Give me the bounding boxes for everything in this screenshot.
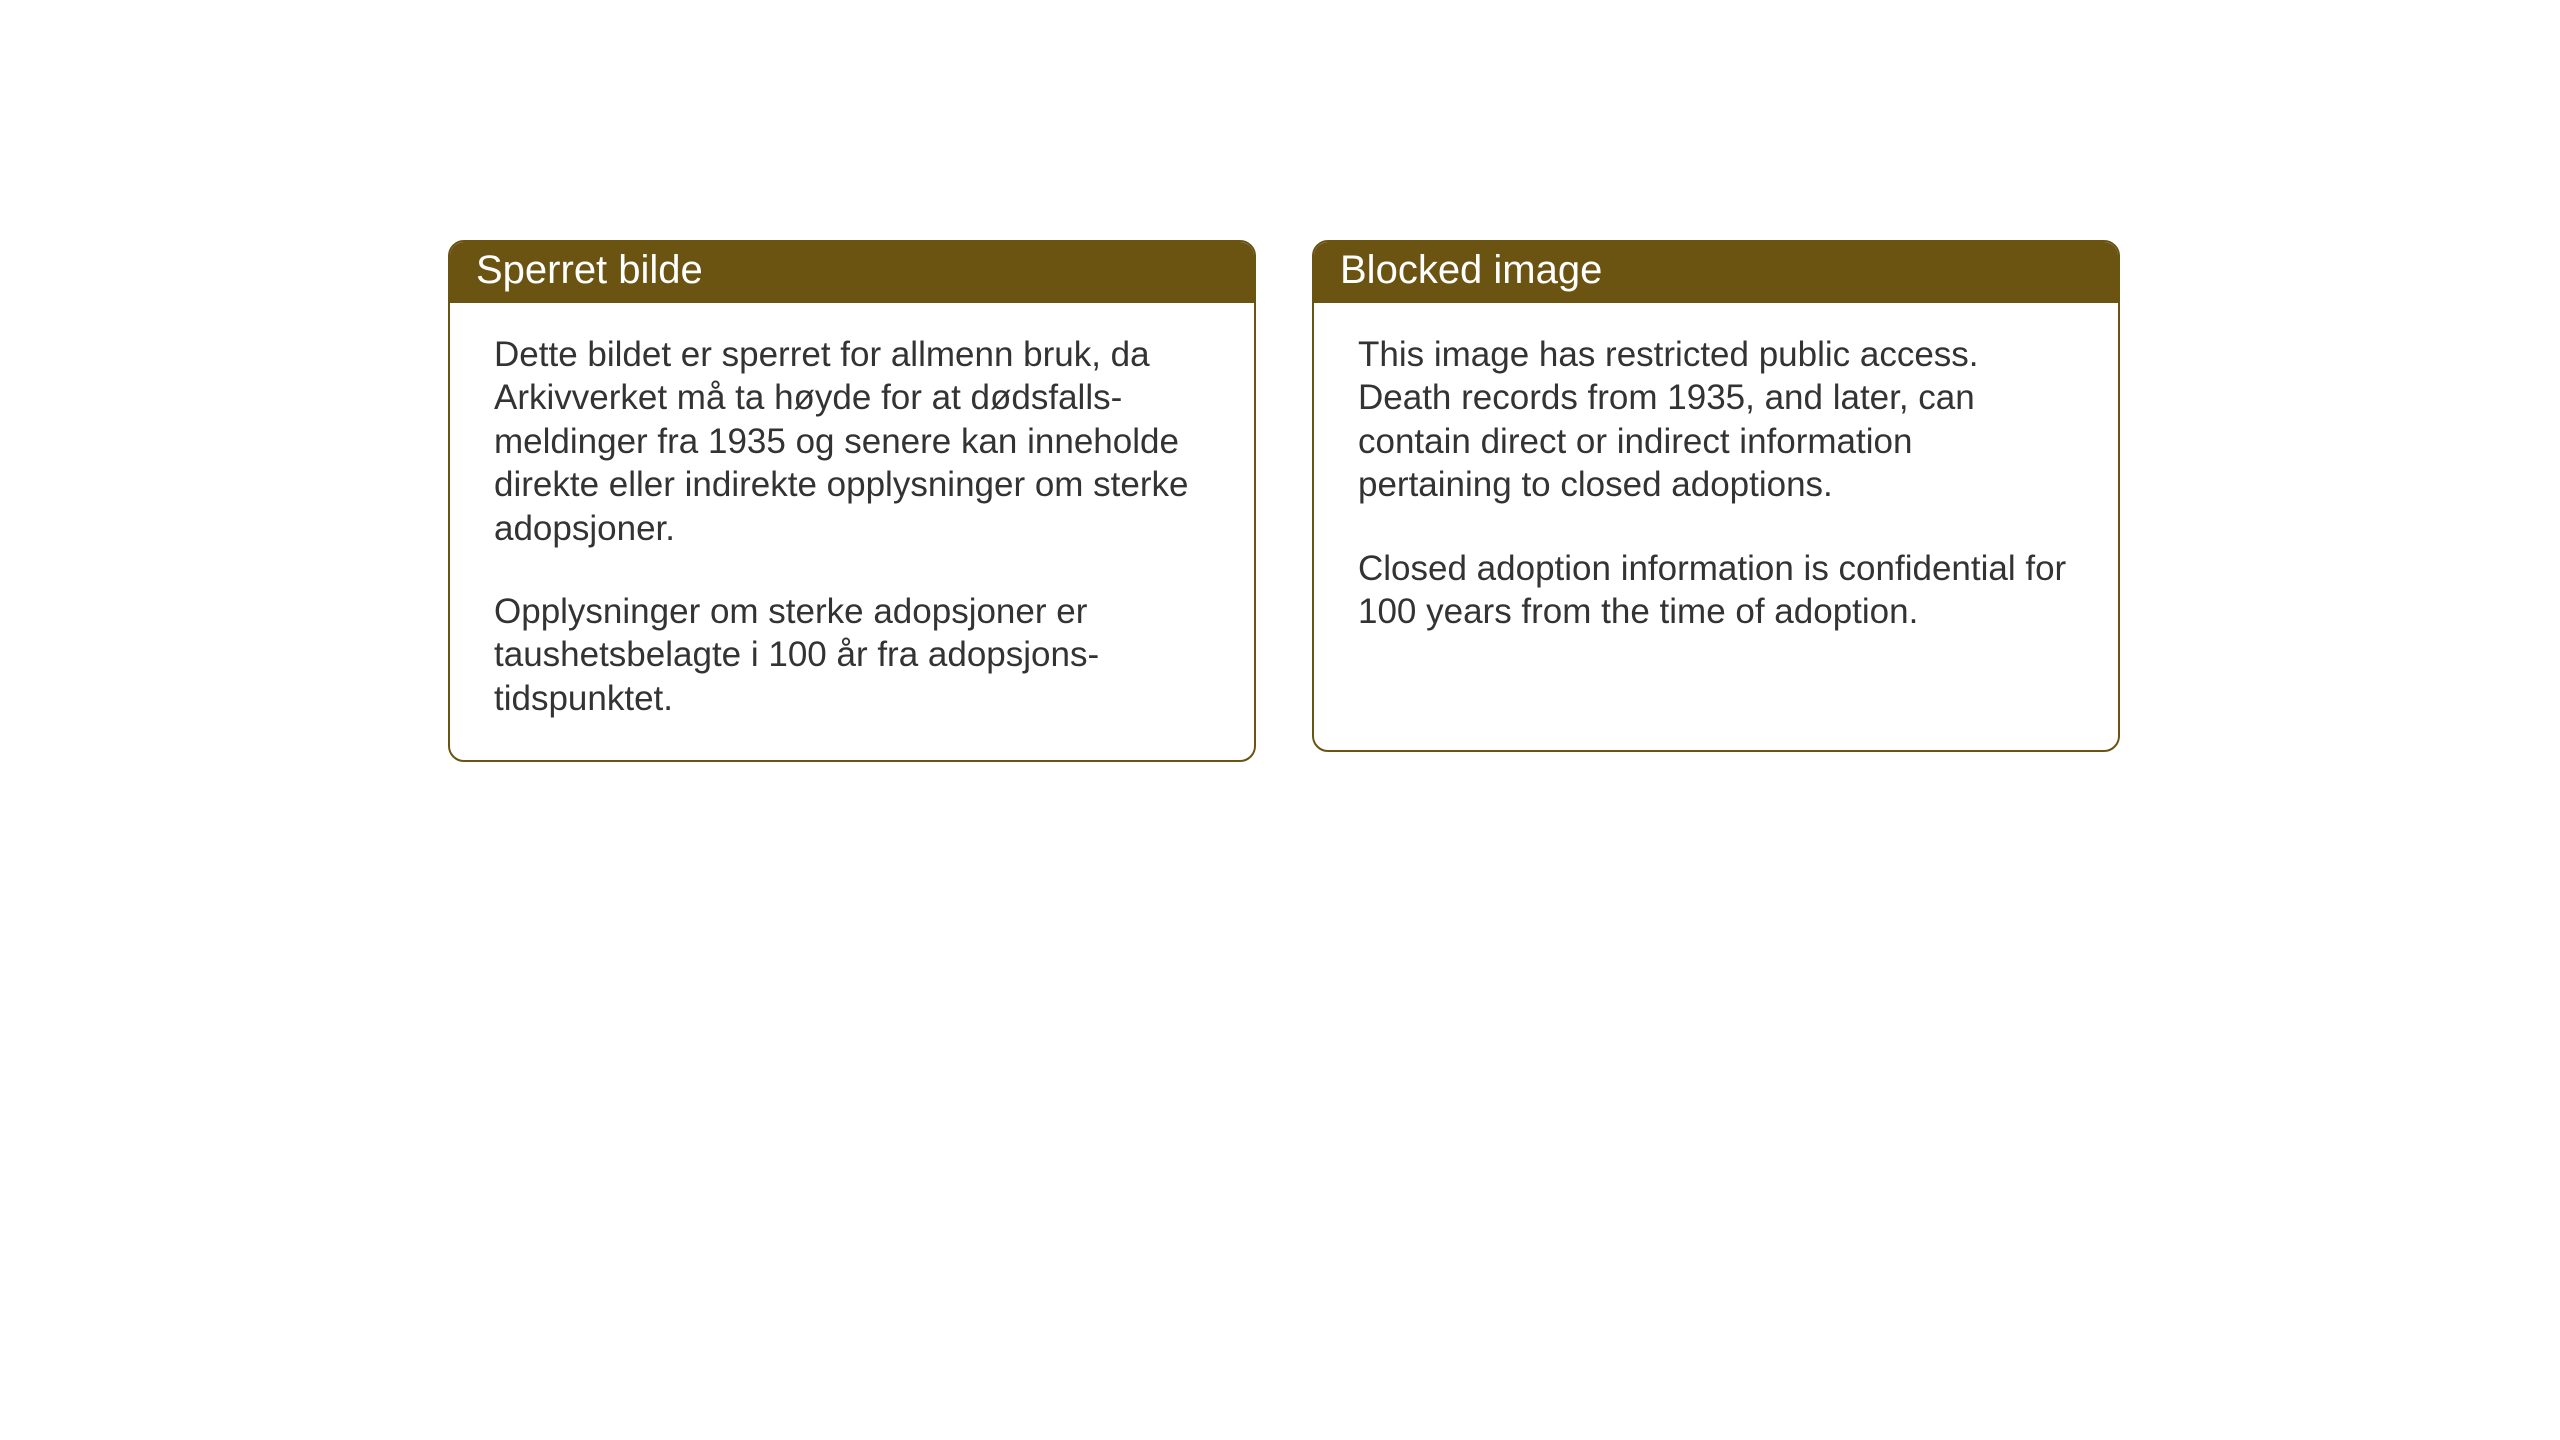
card-body-norwegian: Dette bildet er sperret for allmenn bruk… [450, 303, 1254, 760]
notice-paragraph: Closed adoption information is confident… [1358, 547, 2074, 634]
notice-cards-container: Sperret bilde Dette bildet er sperret fo… [448, 240, 2120, 762]
card-body-english: This image has restricted public access.… [1314, 303, 2118, 673]
card-header-english: Blocked image [1314, 242, 2118, 303]
notice-paragraph: Dette bildet er sperret for allmenn bruk… [494, 333, 1210, 550]
card-header-norwegian: Sperret bilde [450, 242, 1254, 303]
notice-paragraph: Opplysninger om sterke adopsjoner er tau… [494, 590, 1210, 720]
notice-card-norwegian: Sperret bilde Dette bildet er sperret fo… [448, 240, 1256, 762]
notice-paragraph: This image has restricted public access.… [1358, 333, 2074, 507]
notice-card-english: Blocked image This image has restricted … [1312, 240, 2120, 752]
